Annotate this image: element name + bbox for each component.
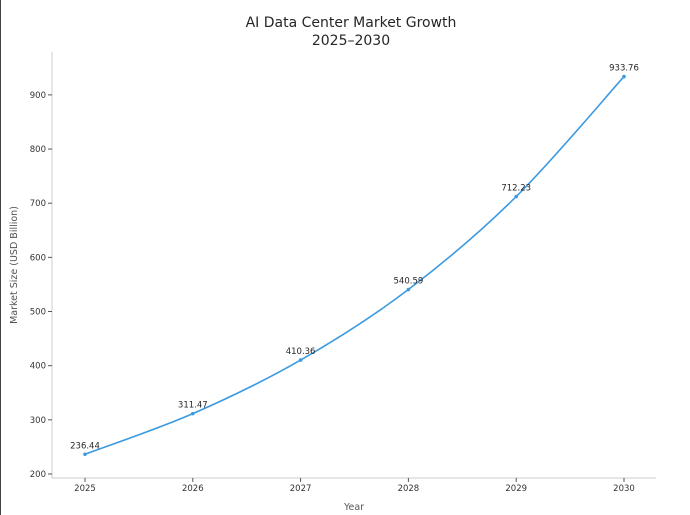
y-tick-label: 300 [30, 416, 46, 426]
y-axis-ticks: 200 300 400 500 600 700 800 900 [30, 91, 52, 480]
data-point [298, 358, 303, 362]
y-axis-label: Market Size (USD Billion) [9, 206, 20, 324]
window-left-border [0, 0, 1, 515]
data-label: 933.76 [609, 64, 639, 74]
data-label: 410.36 [286, 347, 316, 357]
data-label: 540.59 [394, 277, 424, 287]
chart-subtitle: 2025–2030 [312, 33, 390, 49]
y-tick-label: 700 [30, 199, 46, 209]
data-labels: 236.44 311.47 410.36 540.59 712.23 933.76 [70, 64, 639, 452]
data-points [83, 74, 626, 457]
y-tick-label: 500 [30, 308, 46, 318]
x-axis-label: Year [343, 502, 364, 513]
y-tick-label: 400 [30, 362, 46, 372]
data-label: 311.47 [178, 401, 208, 411]
x-axis-ticks: 2025 2026 2027 2028 2029 2030 [74, 478, 635, 494]
x-tick-label: 2029 [505, 484, 527, 494]
data-label: 712.23 [501, 184, 531, 194]
x-tick-label: 2030 [613, 484, 635, 494]
series-line [84, 76, 625, 456]
x-tick-label: 2025 [74, 484, 96, 494]
chart-title: AI Data Center Market Growth [246, 15, 457, 31]
y-tick-label: 800 [30, 145, 46, 155]
data-point [514, 194, 518, 199]
data-point [83, 452, 87, 457]
y-tick-label: 200 [30, 470, 46, 480]
y-tick-label: 900 [30, 91, 46, 101]
data-point [622, 74, 626, 79]
data-point [191, 411, 195, 416]
data-point [406, 287, 411, 292]
x-tick-label: 2026 [182, 484, 204, 494]
x-tick-label: 2027 [290, 484, 312, 494]
x-tick-label: 2028 [398, 484, 420, 494]
y-tick-label: 600 [30, 253, 46, 263]
data-label: 236.44 [70, 441, 100, 451]
